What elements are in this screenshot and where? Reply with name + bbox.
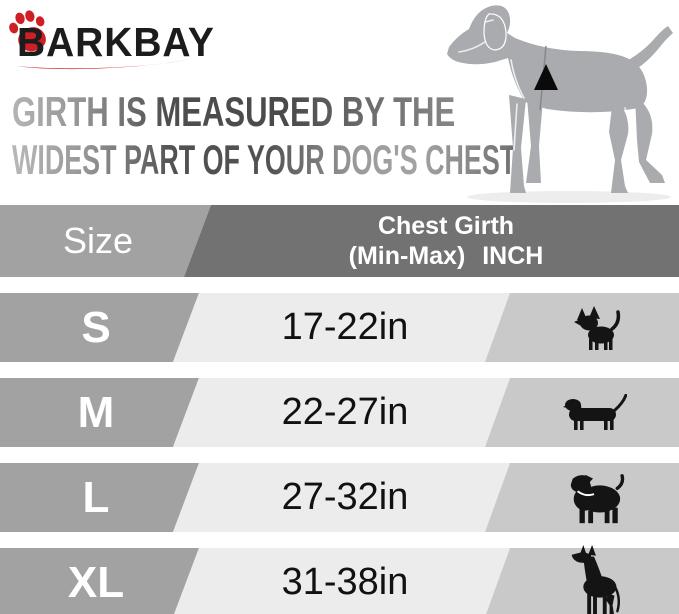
row-size-band [0, 378, 199, 447]
dog-body [447, 5, 648, 113]
brand-name: BARKBAY [17, 19, 215, 65]
great-dane-icon [571, 545, 621, 614]
header-girth-label: Chest Girth (Min-Max) INCH [213, 205, 679, 277]
row-size-band [0, 293, 199, 362]
dog-tail [625, 26, 673, 72]
dachshund-icon [563, 393, 627, 430]
size-label-m: M [77, 387, 115, 437]
row-value-band [173, 548, 510, 614]
instruction-line-1: GIRTH IS MEASURED BY THE [12, 88, 456, 135]
girth-value-s: 17-22in [281, 306, 409, 348]
header-girth-line1: Chest Girth [377, 212, 515, 240]
breed-icon-cell [515, 293, 675, 362]
table-row-size-xl: XL 31-38in [0, 545, 679, 614]
dog-girth-diagram [447, 5, 673, 203]
dog-near-front-leg [509, 95, 526, 193]
header-size-band [0, 205, 211, 277]
dog-ear [483, 13, 507, 51]
header-girth-line2: (Min-Max) INCH [348, 242, 544, 270]
row-size-band [0, 463, 199, 532]
row-value-band [173, 378, 510, 447]
paw-print-icon [9, 10, 46, 52]
measurement-instruction: GIRTH IS MEASURED BY THE WIDEST PART OF … [12, 88, 679, 184]
dog-far-hind-leg [635, 96, 665, 183]
row-icon-band [485, 293, 679, 362]
header-girth-band [184, 205, 679, 277]
breed-icon-cell [515, 545, 675, 614]
instruction-line-2: WIDEST PART OF YOUR DOG'S CHEST. [12, 136, 521, 183]
chihuahua-icon [574, 305, 621, 350]
header-size-label: Size [62, 220, 134, 261]
size-label-l: L [82, 472, 110, 522]
girth-value-xl: 31-38in [281, 561, 409, 603]
brand-logo: BARKBAY [0, 0, 220, 80]
row-value-band [173, 463, 510, 532]
girth-value-m: 22-27in [281, 391, 409, 433]
girth-value-l: 27-32in [281, 476, 409, 518]
table-row-size-m: M 22-27in [0, 378, 679, 447]
dog-far-front-leg [526, 98, 543, 183]
rottweiler-icon [570, 473, 625, 523]
breed-icon-cell [515, 463, 675, 532]
size-label-s: S [81, 302, 111, 352]
breed-icon-cell [515, 378, 675, 447]
dog-near-hind-leg [609, 98, 629, 193]
table-row-size-l: L 27-32in [0, 463, 679, 532]
row-value-band [173, 293, 510, 362]
row-size-band [0, 548, 199, 614]
dog-highlights [458, 19, 631, 157]
size-label-xl: XL [67, 557, 125, 607]
dog-shadow [467, 191, 671, 203]
girth-marker-triangle [534, 64, 558, 90]
table-header-row: Size Chest Girth (Min-Max) INCH [0, 205, 679, 277]
table-row-size-s: S 17-22in [0, 293, 679, 362]
